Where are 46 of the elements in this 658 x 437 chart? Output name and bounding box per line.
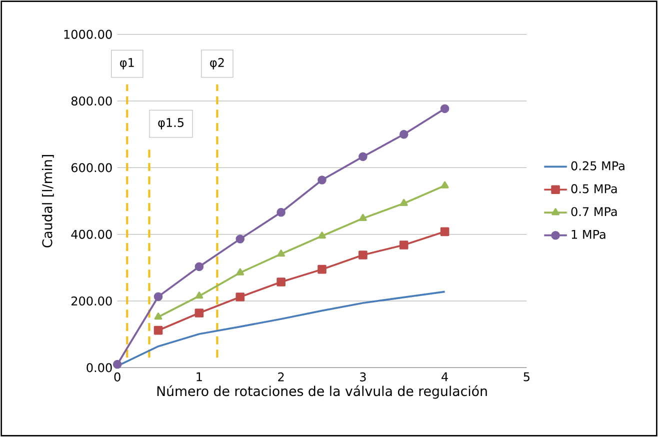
legend-label: 1 MPa [572,230,606,239]
y-tick-label: 1000.00 [64,30,112,39]
point [440,104,450,114]
x-tick-label: 0 [114,372,120,382]
x-tick-label: 3 [360,372,366,382]
point [318,264,326,274]
y-tick-label: 600.00 [71,163,112,172]
y-axis-title: Caudal [l/min] [42,155,54,248]
point [399,130,408,139]
point [236,234,245,244]
ref-line-label: φ1.5 [158,118,184,130]
point [440,227,450,236]
legend-label: 0.7 MPa [571,207,617,216]
point [277,250,286,257]
point [400,198,408,206]
point [440,181,449,188]
point [154,292,163,302]
x-tick-label: 1 [196,372,202,382]
ref-line-label: φ1 [120,58,134,70]
y-tick-label: 200.00 [72,296,112,306]
point [276,278,286,286]
x-tick-label: 5 [524,372,530,382]
point [195,292,204,299]
y-tick-label: 0.00 [86,363,112,372]
ref-line-label: φ2 [210,58,224,70]
point [358,152,368,162]
point [236,292,245,302]
point [112,360,122,369]
point [399,240,408,250]
point [318,176,326,184]
legend-label: 0.25 MPa [571,161,624,170]
point [276,208,286,217]
y-tick-label: 800.00 [71,96,112,106]
point [194,262,204,272]
point [318,232,326,239]
x-tick-label: 2 [278,372,284,382]
x-tick-label: 4 [442,372,448,382]
point [154,312,162,320]
x-axis-title: Número de rotaciones de la válvula de regulación [157,385,487,399]
point [236,268,244,276]
point [154,326,163,335]
point [358,214,367,222]
legend-label: 0.5 MPa [571,184,617,194]
point [358,250,368,260]
point [194,308,204,318]
y-tick-label: 400.00 [71,230,112,239]
